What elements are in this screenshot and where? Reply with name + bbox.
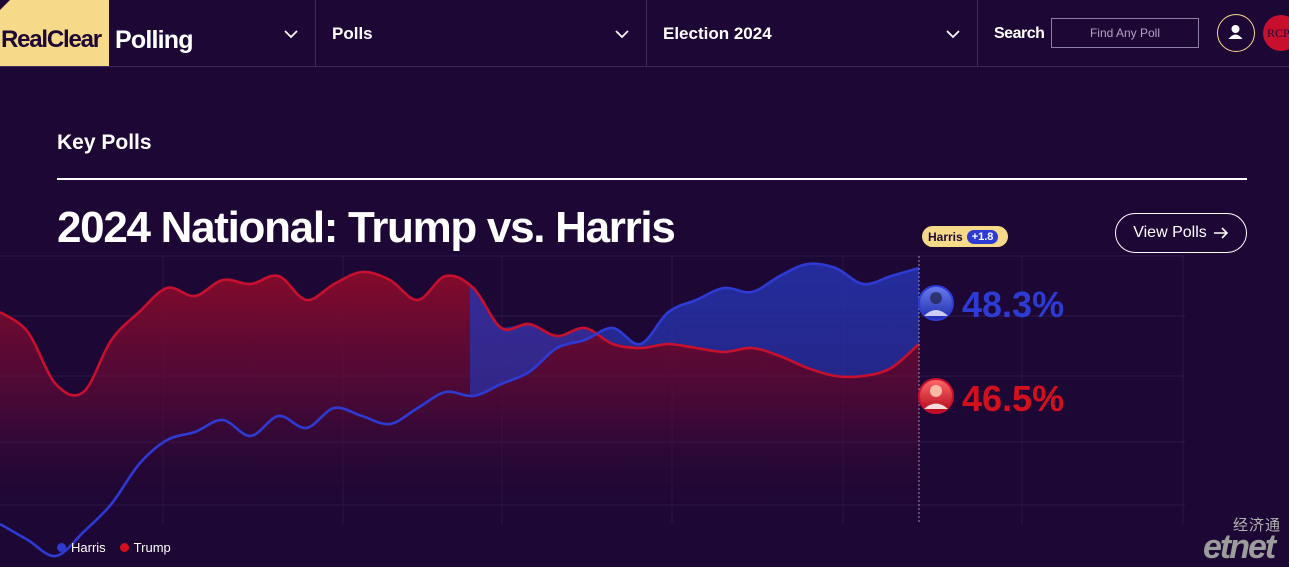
trump-avatar: [918, 378, 954, 414]
trump-line: [0, 270, 920, 397]
nav-menu-election-2024[interactable]: Election 2024: [663, 24, 772, 43]
chevron-down-icon[interactable]: [283, 24, 299, 44]
watermark-chinese: 经济通: [1233, 517, 1282, 534]
harris-avatar: [918, 285, 954, 321]
site-logo[interactable]: RealClear: [0, 0, 109, 66]
nav-divider: [646, 0, 647, 66]
chevron-down-icon[interactable]: [945, 24, 961, 44]
harris-lead-area: [470, 263, 919, 397]
rcp-brand-badge[interactable]: RCP: [1263, 15, 1289, 51]
nav-divider: [977, 0, 978, 66]
user-icon: [1228, 25, 1243, 39]
logo-text-polling[interactable]: Polling: [115, 26, 194, 54]
chart-areas: [0, 263, 919, 530]
arrow-right-icon: [1213, 227, 1228, 239]
chart-lines: [0, 262, 920, 558]
harris-percentage: 48.3%: [962, 284, 1065, 325]
legend-label-harris: Harris: [71, 540, 106, 555]
legend-item-trump: Trump: [119, 540, 171, 555]
nav-menu-polls[interactable]: Polls: [332, 24, 373, 43]
harris-line: [0, 262, 920, 558]
watermark-etnet: etnet: [1203, 528, 1276, 566]
view-polls-button[interactable]: View Polls: [1115, 213, 1247, 253]
chevron-down-icon[interactable]: [614, 24, 630, 44]
search-input[interactable]: [1051, 18, 1199, 48]
trump-percentage: 46.5%: [962, 378, 1065, 419]
view-polls-label: View Polls: [1133, 224, 1207, 241]
legend-swatch-harris: [57, 543, 66, 552]
nav-divider: [315, 0, 316, 66]
leader-badge: Harris +1.8: [922, 226, 1008, 247]
logo-text-realclear: RealClear: [1, 26, 102, 53]
top-nav: RealClear Polling Polls Election 2024 Se…: [0, 0, 1289, 67]
leader-margin: +1.8: [966, 229, 999, 244]
legend-swatch-trump: [119, 543, 129, 552]
legend-label-trump: Trump: [133, 540, 171, 555]
section-title: Key Polls: [57, 131, 152, 154]
legend-item-harris: Harris: [57, 540, 106, 555]
chart-legend: Harris Trump: [57, 540, 171, 555]
chart-title: 2024 National: Trump vs. Harris: [57, 203, 676, 252]
account-button[interactable]: [1217, 14, 1255, 52]
logo-corner-fold: [0, 0, 10, 10]
search-label: Search: [994, 25, 1045, 42]
trump-area: [0, 271, 919, 530]
section-divider: [57, 178, 1247, 180]
leader-name: Harris: [928, 229, 963, 244]
